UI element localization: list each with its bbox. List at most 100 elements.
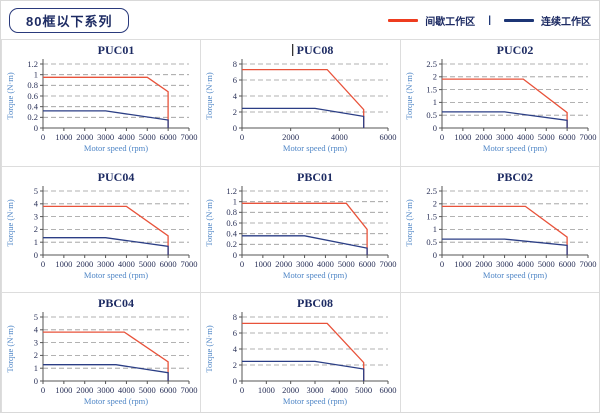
y-axis-label: Torque (N·m) xyxy=(5,72,15,119)
series-line xyxy=(43,364,169,381)
svg-text:1.5: 1.5 xyxy=(426,211,437,221)
chart-canvas-pbc08: PBC08 0 2 4 6 8 0 1000 2000 3000 4000 5000 6000 Motor… xyxy=(204,296,397,406)
y-axis-label: Torque (N·m) xyxy=(5,199,15,246)
svg-text:6000: 6000 xyxy=(558,259,575,269)
svg-text:5000: 5000 xyxy=(139,385,156,395)
y-axis-label: Torque (N·m) xyxy=(204,72,214,119)
svg-text:1: 1 xyxy=(433,97,437,107)
svg-text:7000: 7000 xyxy=(579,259,596,269)
series-line xyxy=(441,205,568,255)
series-line xyxy=(43,110,169,128)
svg-text:6000: 6000 xyxy=(160,132,177,142)
text-cursor xyxy=(292,44,294,56)
svg-text:6000: 6000 xyxy=(380,132,397,142)
svg-text:2000: 2000 xyxy=(76,132,93,142)
svg-text:7000: 7000 xyxy=(181,259,198,269)
chart-title: PUC08 xyxy=(297,43,334,57)
series-line xyxy=(43,237,169,255)
svg-text:5000: 5000 xyxy=(139,259,156,269)
svg-text:0.6: 0.6 xyxy=(227,218,238,228)
svg-text:1: 1 xyxy=(34,363,38,373)
svg-text:1000: 1000 xyxy=(255,259,272,269)
continuous-zone-line-icon xyxy=(504,18,534,22)
intermittent-zone-label: 间歇工作区 xyxy=(425,16,476,28)
svg-text:0: 0 xyxy=(233,376,237,386)
svg-text:4000: 4000 xyxy=(317,259,334,269)
svg-text:2: 2 xyxy=(34,224,38,234)
svg-text:0: 0 xyxy=(34,123,38,133)
svg-text:6: 6 xyxy=(233,328,237,338)
legend-separator: | xyxy=(488,14,491,26)
svg-text:1: 1 xyxy=(433,224,437,234)
svg-text:2: 2 xyxy=(34,350,38,360)
svg-text:5000: 5000 xyxy=(538,132,555,142)
svg-text:3000: 3000 xyxy=(496,259,513,269)
svg-text:8: 8 xyxy=(233,59,237,69)
svg-text:7000: 7000 xyxy=(181,132,198,142)
x-axis-label: Motor speed (rpm) xyxy=(283,143,347,153)
series-line xyxy=(242,107,365,128)
svg-text:2000: 2000 xyxy=(475,259,492,269)
x-axis-label: Motor speed (rpm) xyxy=(283,270,347,280)
chart-canvas-puc04: PUC04 0 1 2 3 4 5 0 1000 2000 3000 4000 5000 6000 7000… xyxy=(5,170,198,280)
series-line xyxy=(242,68,365,128)
svg-text:6: 6 xyxy=(233,75,237,85)
svg-text:2000: 2000 xyxy=(283,385,300,395)
y-axis-label: Torque (N·m) xyxy=(204,325,214,372)
svg-text:1000: 1000 xyxy=(56,385,73,395)
svg-text:4000: 4000 xyxy=(118,132,135,142)
intermittent-zone-line-icon xyxy=(388,18,419,22)
x-axis-label: Motor speed (rpm) xyxy=(84,143,148,153)
series-line xyxy=(43,76,169,128)
svg-text:2000: 2000 xyxy=(76,259,93,269)
chart-canvas-puc02: PUC02 0 0.5 1 1.5 2 2.5 0 1000 2000 3000 4000 5000 60… xyxy=(404,43,597,153)
svg-text:3: 3 xyxy=(34,337,38,347)
svg-text:0: 0 xyxy=(41,132,45,142)
svg-text:6000: 6000 xyxy=(558,132,575,142)
svg-text:0: 0 xyxy=(440,259,444,269)
series-line xyxy=(43,205,169,255)
series-line xyxy=(441,238,568,255)
continuous-zone-label: 连续工作区 xyxy=(541,16,591,28)
svg-text:5: 5 xyxy=(34,186,38,196)
svg-text:0: 0 xyxy=(34,250,38,260)
svg-text:7000: 7000 xyxy=(579,132,596,142)
chart-canvas-puc01: PUC01 00.20.40.60.811.2 0 1000 2000 3000 4000 5… xyxy=(5,43,198,153)
chart-cell-pbc08: PBC08 0 2 4 6 8 0 1000 2000 3000 4000 5000 6000 Motor… xyxy=(201,293,401,412)
svg-text:0.4: 0.4 xyxy=(227,228,238,238)
svg-text:5000: 5000 xyxy=(356,385,373,395)
svg-text:4000: 4000 xyxy=(331,132,348,142)
svg-text:0.2: 0.2 xyxy=(28,112,39,122)
svg-text:2000: 2000 xyxy=(475,132,492,142)
svg-text:1: 1 xyxy=(233,196,237,206)
svg-text:7000: 7000 xyxy=(181,385,198,395)
svg-text:0: 0 xyxy=(433,123,437,133)
chart-cell-puc01: PUC01 0 0.2 0.4 0.6 0.8 1 1.2 0 1000 2000 3000 4000 5… xyxy=(2,40,202,167)
svg-text:4: 4 xyxy=(233,91,238,101)
svg-text:0: 0 xyxy=(240,132,244,142)
svg-text:1: 1 xyxy=(34,69,38,79)
svg-text:7000: 7000 xyxy=(380,259,397,269)
svg-text:4000: 4000 xyxy=(118,259,135,269)
chart-title: PBC08 xyxy=(297,296,333,310)
svg-text:2: 2 xyxy=(233,360,237,370)
svg-text:4: 4 xyxy=(34,199,39,209)
svg-text:1000: 1000 xyxy=(56,132,73,142)
series-line xyxy=(441,111,568,128)
x-axis-label: Motor speed (rpm) xyxy=(283,396,347,406)
series-title: 80框以下系列 xyxy=(9,7,130,33)
svg-text:0: 0 xyxy=(433,250,437,260)
svg-text:8: 8 xyxy=(233,312,237,322)
chart-title: PUC01 xyxy=(98,43,135,57)
svg-text:1.2: 1.2 xyxy=(227,186,238,196)
svg-text:6000: 6000 xyxy=(160,385,177,395)
svg-text:5000: 5000 xyxy=(338,259,355,269)
svg-text:0: 0 xyxy=(41,385,45,395)
chart-title: PUC02 xyxy=(496,43,533,57)
svg-text:2000: 2000 xyxy=(276,259,293,269)
svg-text:1: 1 xyxy=(34,237,38,247)
svg-text:3000: 3000 xyxy=(297,259,314,269)
svg-text:0: 0 xyxy=(233,250,237,260)
svg-text:1000: 1000 xyxy=(56,259,73,269)
